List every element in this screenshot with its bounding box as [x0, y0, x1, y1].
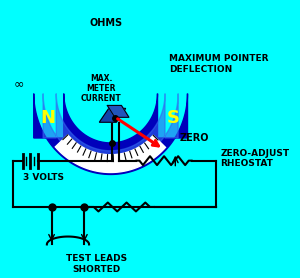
Text: TEST LEADS
SHORTED: TEST LEADS SHORTED — [65, 254, 127, 274]
Polygon shape — [34, 94, 188, 175]
Text: MAX.
METER
CURRENT: MAX. METER CURRENT — [81, 74, 122, 103]
Polygon shape — [55, 135, 166, 172]
Text: OHMS: OHMS — [89, 18, 122, 28]
Text: ZERO-ADJUST
RHEOSTAT: ZERO-ADJUST RHEOSTAT — [220, 149, 290, 168]
Text: S: S — [167, 109, 180, 127]
Polygon shape — [107, 105, 129, 117]
Polygon shape — [99, 108, 126, 122]
Polygon shape — [43, 94, 178, 165]
Text: ZERO: ZERO — [180, 133, 209, 143]
Text: 3 VOLTS: 3 VOLTS — [23, 173, 64, 182]
Text: ∞: ∞ — [14, 77, 24, 90]
Text: N: N — [40, 109, 55, 127]
Text: MAXIMUM POINTER
DEFLECTION: MAXIMUM POINTER DEFLECTION — [169, 54, 268, 74]
